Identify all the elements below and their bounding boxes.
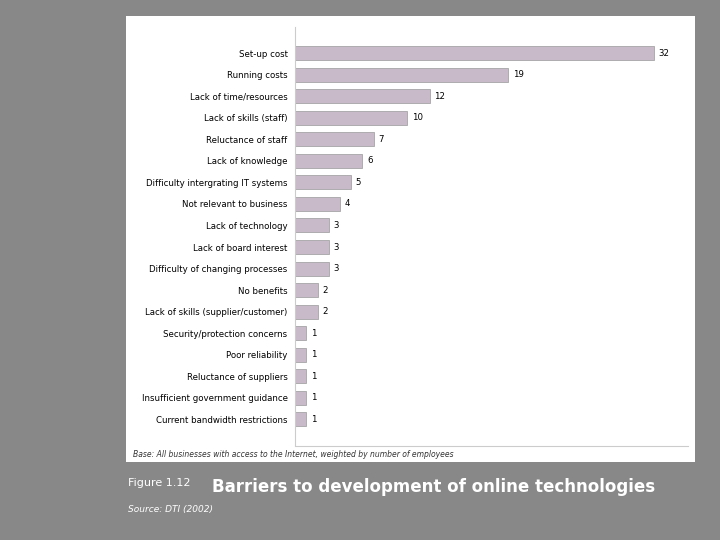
Bar xyxy=(295,413,307,427)
Text: 1: 1 xyxy=(311,372,316,381)
Bar xyxy=(295,176,351,190)
Text: Base: All businesses with access to the Internet, weighted by number of employee: Base: All businesses with access to the … xyxy=(133,450,454,459)
Bar xyxy=(295,111,408,125)
Bar xyxy=(295,46,654,60)
Bar xyxy=(295,154,362,168)
Text: 19: 19 xyxy=(513,70,523,79)
Bar xyxy=(295,197,340,211)
Text: 7: 7 xyxy=(378,135,384,144)
Text: 2: 2 xyxy=(322,307,328,316)
Text: 1: 1 xyxy=(311,415,316,424)
Bar xyxy=(295,283,318,297)
Bar xyxy=(295,326,307,340)
Bar xyxy=(295,219,329,233)
Text: 1: 1 xyxy=(311,350,316,359)
Bar xyxy=(295,391,307,405)
Bar xyxy=(295,132,374,146)
Text: Source: DTI (2002): Source: DTI (2002) xyxy=(128,505,213,514)
Text: 4: 4 xyxy=(345,199,350,208)
Text: 3: 3 xyxy=(333,221,339,230)
Bar xyxy=(295,261,329,275)
Bar xyxy=(295,240,329,254)
Text: 12: 12 xyxy=(434,92,445,100)
Text: Barriers to development of online technologies: Barriers to development of online techno… xyxy=(212,478,655,496)
Bar xyxy=(295,305,318,319)
Text: Figure 1.12: Figure 1.12 xyxy=(128,478,191,488)
Bar xyxy=(295,348,307,362)
Text: 5: 5 xyxy=(356,178,361,187)
Bar xyxy=(295,369,307,383)
Text: 1: 1 xyxy=(311,329,316,338)
Text: 3: 3 xyxy=(333,264,339,273)
Text: 3: 3 xyxy=(333,242,339,252)
Text: 1: 1 xyxy=(311,394,316,402)
Text: 10: 10 xyxy=(412,113,423,122)
Text: 2: 2 xyxy=(322,286,328,295)
Bar xyxy=(295,89,430,103)
Text: 6: 6 xyxy=(367,156,372,165)
Text: 32: 32 xyxy=(659,49,670,58)
Bar xyxy=(295,68,508,82)
